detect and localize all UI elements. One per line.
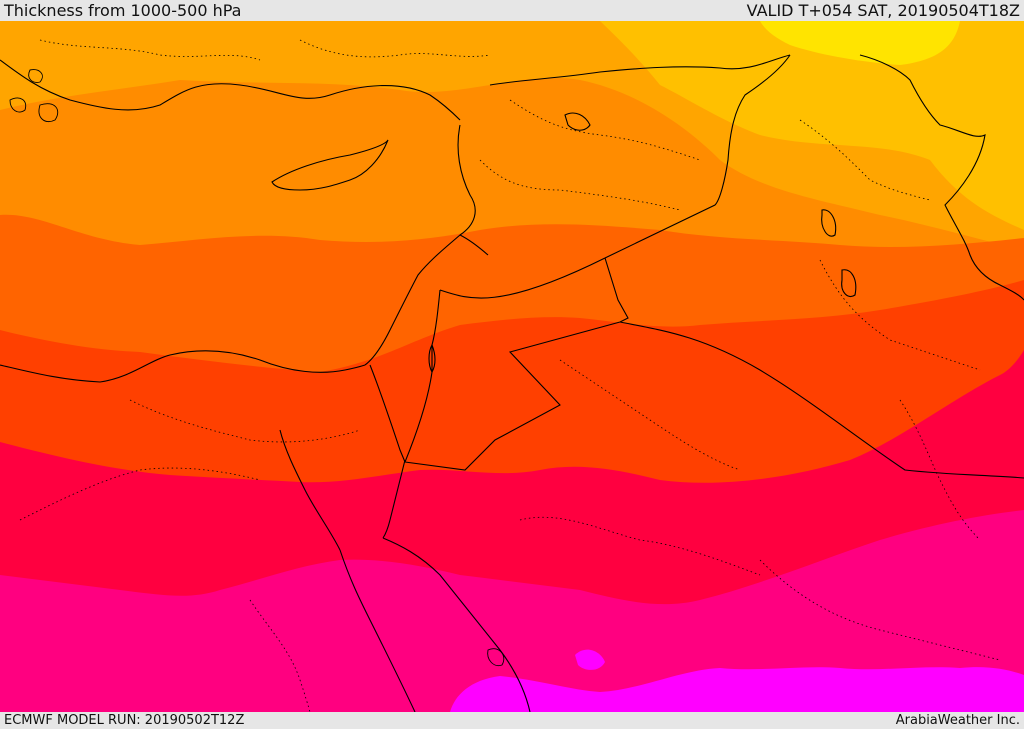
gulf-of-suez — [279, 429, 341, 551]
credit: ArabiaWeather Inc. — [895, 713, 1020, 728]
island-red-sea — [487, 648, 505, 667]
admin-boundary-8 — [19, 467, 261, 521]
band-deep-pink — [0, 510, 1024, 712]
levant-coast — [364, 124, 476, 366]
saudi-iraq-border — [619, 321, 1024, 479]
footer-bar: ECMWF MODEL RUN: 20190502T12Z ArabiaWeat… — [0, 712, 1024, 729]
band-magenta — [450, 667, 1024, 712]
jordan-saudi-border — [404, 321, 621, 471]
model-run: ECMWF MODEL RUN: 20190502T12Z — [4, 713, 245, 728]
egypt-coast — [0, 350, 366, 383]
valid-time: VALID T+054 SAT, 20190504T18Z — [746, 1, 1020, 20]
israel-jordan-border — [404, 289, 441, 463]
lebanon-syria-border — [459, 234, 489, 256]
inland-lake-north — [564, 112, 591, 131]
gulf-of-aqaba — [382, 459, 406, 539]
admin-boundary-11 — [759, 559, 1001, 661]
map-title: Thickness from 1000-500 hPa — [4, 1, 242, 20]
egypt-israel-border — [369, 364, 406, 463]
admin-boundary-10 — [559, 359, 741, 471]
red-sea-west-coast — [339, 549, 416, 712]
admin-boundaries — [19, 39, 1001, 712]
admin-boundary-2 — [299, 39, 491, 58]
island-2 — [38, 103, 59, 123]
band-yellow — [760, 21, 960, 65]
coastlines — [0, 54, 1024, 712]
admin-boundary-9 — [519, 516, 761, 576]
cyprus — [271, 139, 389, 191]
jordan-syria-border — [439, 257, 606, 299]
syria-turkey-border — [489, 54, 791, 86]
band-light-orange — [600, 21, 1024, 230]
jordan-iraq-border — [604, 257, 629, 323]
admin-boundary-12 — [249, 599, 311, 712]
syria-iraq-border — [604, 54, 791, 259]
island-3 — [28, 69, 43, 83]
iraq-iran-border — [859, 54, 1024, 301]
header-bar: Thickness from 1000-500 hPa VALID T+054 … — [0, 0, 1024, 21]
map-svg — [0, 21, 1024, 712]
islands — [9, 69, 505, 667]
inland-lake-iraq-2 — [821, 209, 837, 237]
island-1 — [9, 97, 27, 113]
inland-lake-iraq — [841, 269, 857, 298]
red-sea-east-coast — [382, 537, 531, 712]
band-magenta-blob — [575, 649, 605, 670]
thickness-map — [0, 21, 1024, 712]
admin-boundary-5 — [799, 119, 931, 201]
admin-boundary-4 — [479, 159, 681, 211]
turkey-coast — [0, 59, 461, 121]
admin-boundary-7 — [129, 399, 361, 443]
